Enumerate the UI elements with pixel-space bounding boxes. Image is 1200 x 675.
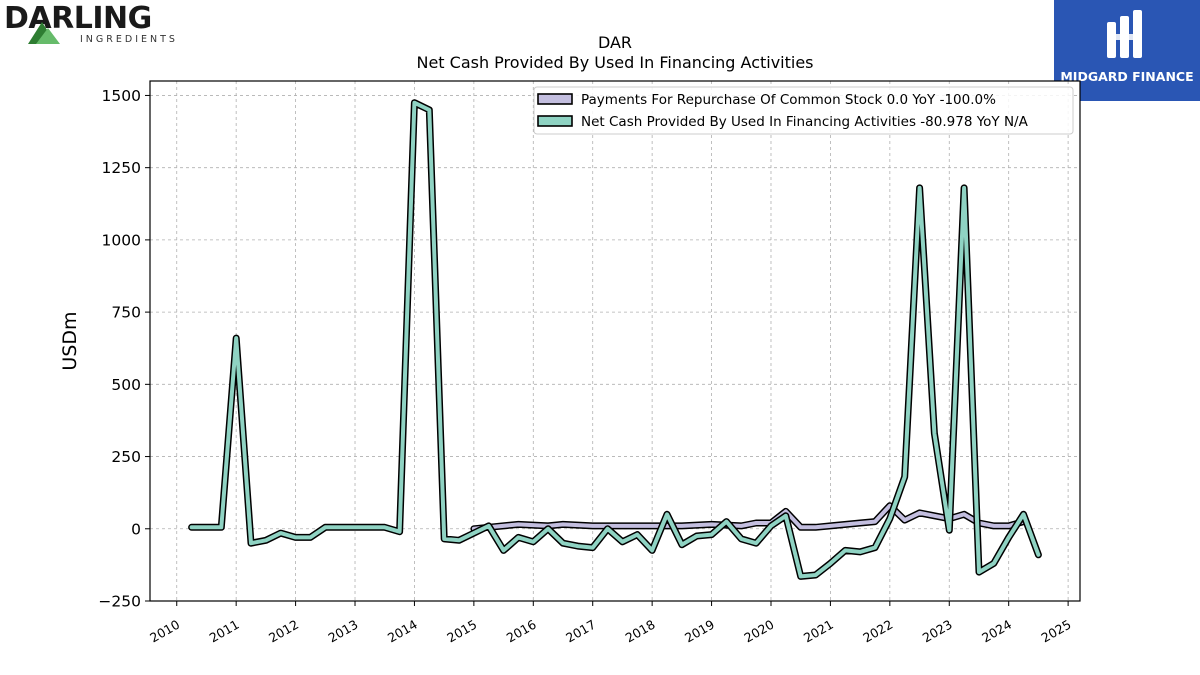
series-line-2: [189, 100, 1041, 579]
x-tick-label: 2020: [741, 617, 776, 646]
y-tick-label: 500: [111, 376, 141, 394]
legend-label-2: Net Cash Provided By Used In Financing A…: [581, 114, 1029, 130]
x-tick-label: 2015: [444, 617, 479, 646]
plot-frame: [149, 80, 1081, 602]
darling-logo-subtitle: INGREDIENTS: [80, 34, 178, 45]
y-tick-label: 1500: [102, 87, 141, 105]
y-axis-label: USDm: [59, 311, 81, 370]
legend-box: [533, 86, 1074, 135]
x-tick-label: 2024: [979, 617, 1014, 646]
legend-swatch-1: [537, 93, 573, 105]
darling-logo-wordmark: DARLING: [4, 1, 152, 36]
x-tick-label: 2018: [623, 617, 658, 646]
y-tick-label: 1250: [102, 159, 141, 177]
midgard-finance-label: MIDGARD FINANCE: [1060, 69, 1194, 84]
y-tick-label: 250: [111, 448, 141, 466]
darling-leaf-icon: [28, 22, 60, 44]
x-tick-label: 2012: [266, 617, 301, 646]
x-tick-label: 2017: [563, 617, 598, 646]
legend-label-1: Payments For Repurchase Of Common Stock …: [581, 92, 996, 108]
x-tick-label: 2013: [325, 617, 360, 646]
chart-title: DAR: [597, 33, 633, 52]
x-tick-label: 2021: [801, 617, 836, 646]
x-tick-label: 2022: [860, 617, 895, 646]
y-tick-label: 0: [131, 520, 141, 538]
x-tick-label: 2010: [147, 617, 182, 646]
midgard-emblem-icon: [1107, 10, 1142, 58]
y-tick-label: 1000: [102, 231, 141, 249]
darling-logo: DARLING INGREDIENTS: [4, 1, 175, 50]
x-tick-label: 2011: [207, 617, 242, 646]
legend: Payments For Repurchase Of Common Stock …: [533, 86, 1074, 135]
y-tick-label: 750: [111, 304, 141, 322]
chart-subtitle: Net Cash Provided By Used In Financing A…: [416, 53, 814, 72]
x-tick-label: 2025: [1039, 617, 1074, 646]
x-tick-label: 2023: [920, 617, 955, 646]
x-tick-label: 2019: [682, 617, 717, 646]
legend-swatch-2: [537, 115, 573, 127]
x-tick-label: 2014: [385, 617, 420, 646]
y-tick-label: −250: [98, 593, 141, 611]
x-tick-label: 2016: [504, 617, 539, 646]
series-line-1: [471, 503, 1026, 531]
